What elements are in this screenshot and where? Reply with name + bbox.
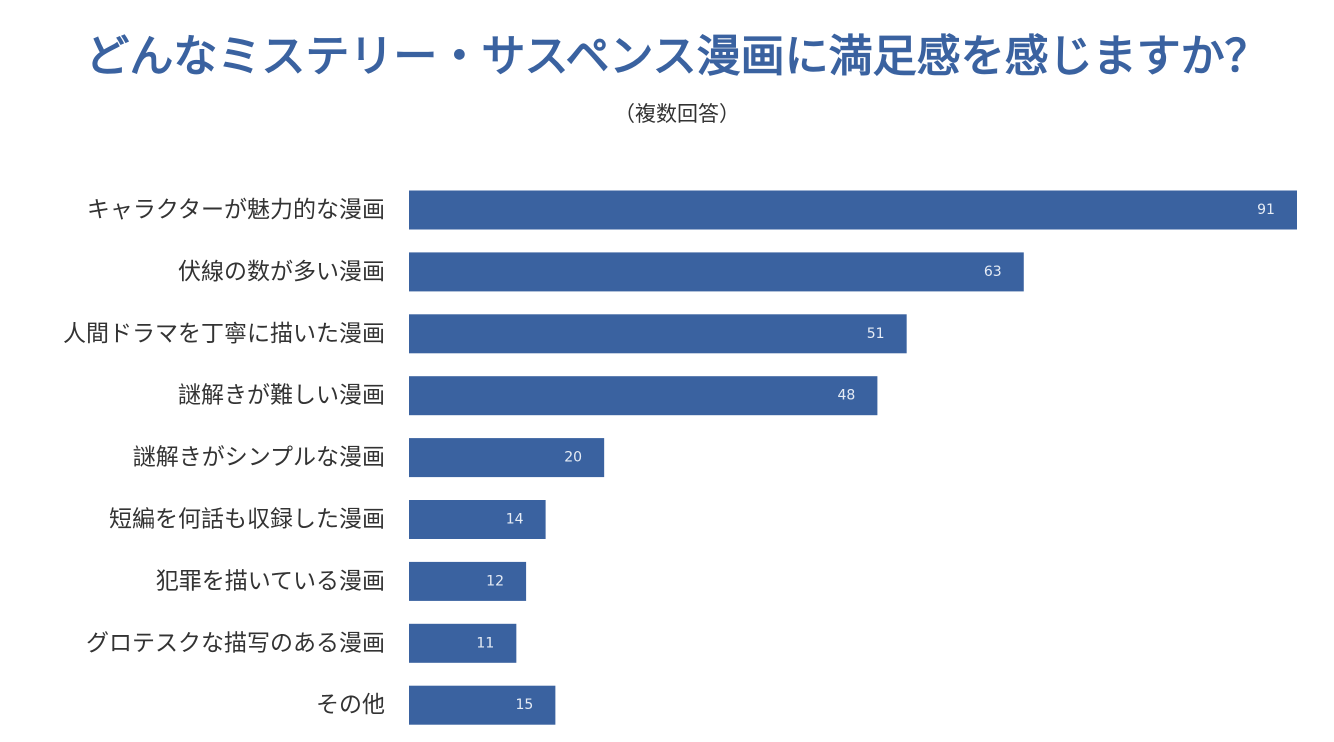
bar-value-label: 14 [506, 512, 524, 528]
bar [409, 438, 605, 478]
category-label: グロテスクな描写のある漫画 [86, 630, 385, 656]
bar [409, 376, 878, 416]
category-label: その他 [316, 692, 385, 718]
bar-value-label: 12 [486, 573, 504, 589]
bar-value-label: 20 [564, 450, 582, 466]
category-label: 伏線の数が多い漫画 [178, 259, 385, 285]
bar-value-label: 63 [984, 264, 1002, 280]
category-label: 人間ドラマを丁寧に描いた漫画 [63, 321, 385, 347]
bar [409, 623, 517, 663]
bar [409, 685, 556, 725]
category-label: キャラクターが魅力的な漫画 [87, 197, 385, 223]
bar [409, 314, 907, 354]
bar-value-label: 48 [837, 388, 855, 404]
bar [409, 252, 1024, 292]
chart-title: どんなミステリー・サスペンス漫画に満足感を感じますか？ [85, 31, 1269, 82]
bar-value-label: 15 [515, 697, 533, 713]
bar-value-label: 11 [476, 635, 494, 651]
bar-value-label: 51 [867, 326, 885, 342]
bar [409, 561, 527, 601]
bar [409, 500, 546, 539]
category-label: 謎解きが難しい漫画 [178, 383, 385, 409]
category-label: 謎解きがシンプルな漫画 [133, 445, 385, 471]
category-label: 犯罪を描いている漫画 [156, 568, 385, 594]
chart-subtitle: （複数回答） [614, 102, 740, 126]
category-label: 短編を何話も収録した漫画 [109, 507, 385, 533]
bar [409, 190, 1297, 230]
bar-value-label: 91 [1257, 202, 1275, 218]
